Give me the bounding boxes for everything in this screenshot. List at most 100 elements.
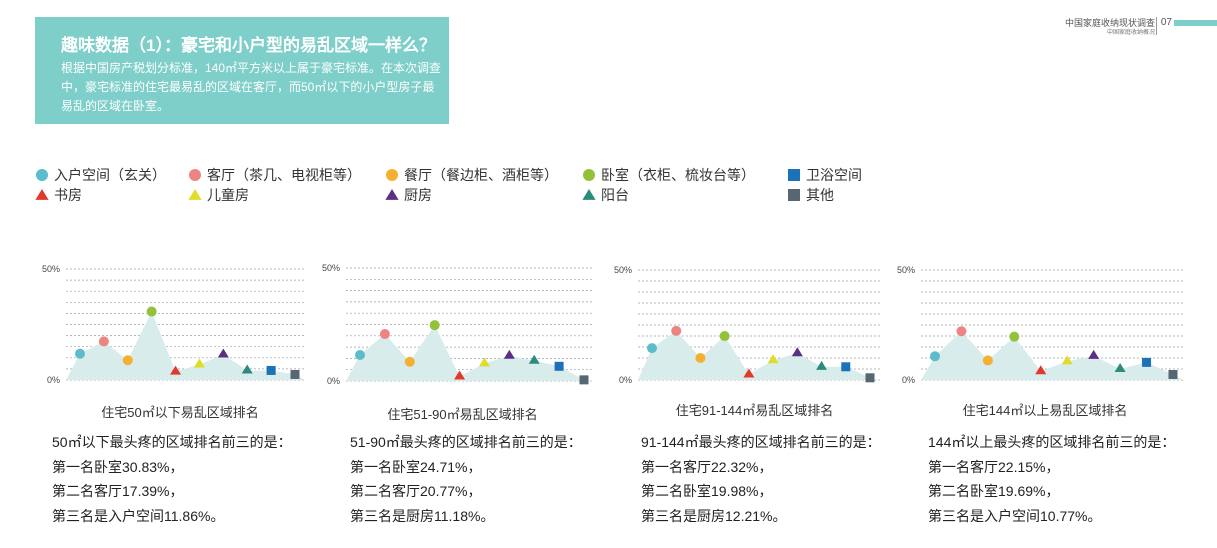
report-corner: 中国家庭收纳现状调查 中国家庭收纳概况 07 bbox=[997, 16, 1217, 40]
summary-line: 第一名卧室24.71%， bbox=[350, 458, 482, 475]
summary-heading: 50㎡以下最头疼的区域排名前三的是： bbox=[52, 434, 292, 450]
data-point bbox=[217, 348, 229, 358]
legend-marker-icon bbox=[36, 169, 48, 181]
data-point bbox=[355, 350, 365, 361]
data-point bbox=[1009, 331, 1020, 342]
data-point bbox=[146, 306, 157, 317]
summary-line: 第二名卧室19.98%， bbox=[641, 483, 773, 499]
y-tick-label: 0% bbox=[902, 375, 915, 385]
area-chart: 50% 0% bbox=[612, 262, 887, 385]
legend-label: 厨房 bbox=[404, 187, 432, 203]
summary-line: 第三名是入户空间11.86%。 bbox=[52, 507, 225, 524]
legend-marker-icon bbox=[35, 189, 49, 200]
legend-marker-icon bbox=[189, 169, 201, 181]
y-tick-label: 50% bbox=[614, 265, 632, 275]
summary-line: 第一名卧室30.83%， bbox=[52, 458, 184, 475]
legend-marker-icon bbox=[788, 189, 800, 201]
data-point bbox=[554, 361, 564, 371]
y-tick-label: 0% bbox=[619, 375, 632, 385]
data-point bbox=[404, 356, 415, 367]
legend-label: 入户空间（玄关） bbox=[54, 167, 166, 183]
corner-accent-bar bbox=[1174, 20, 1217, 26]
corner-divider bbox=[1156, 17, 1157, 35]
y-tick-label: 50% bbox=[322, 263, 340, 273]
summary-line: 第三名是厨房12.21%。 bbox=[641, 507, 787, 524]
data-point bbox=[379, 329, 390, 340]
area-fill bbox=[921, 331, 1183, 380]
summary-line: 第二名客厅20.77%， bbox=[350, 483, 482, 499]
legend-marker-icon bbox=[188, 189, 202, 200]
data-point bbox=[75, 348, 85, 359]
data-point bbox=[1168, 370, 1178, 379]
legend-marker-icon bbox=[788, 169, 800, 181]
legend-marker-icon bbox=[582, 189, 596, 200]
summary-line: 第三名是入户空间10.77%。 bbox=[928, 507, 1102, 524]
chart-svg: 50% 0% bbox=[322, 263, 594, 386]
legend-marker-icon bbox=[386, 169, 398, 181]
summary-heading: 144㎡以上最头疼的区域排名前三的是： bbox=[928, 434, 1176, 450]
data-point bbox=[122, 355, 133, 366]
data-point bbox=[454, 370, 466, 380]
data-point bbox=[865, 373, 875, 383]
page-title: 趣味数据（1）：豪宅和小户型的易乱区域一样么？ bbox=[61, 36, 436, 55]
data-point bbox=[170, 365, 182, 375]
data-point bbox=[767, 354, 779, 364]
legend-label: 客厅（茶几、电视柜等） bbox=[207, 167, 361, 183]
report-subtitle: 中国家庭收纳概况 bbox=[1106, 30, 1155, 36]
chart-summary: 144㎡以上最头疼的区域排名前三的是： 第一名客厅22.15%， 第二名卧室19.6… bbox=[928, 430, 1175, 528]
y-tick-label: 50% bbox=[42, 264, 60, 274]
y-tick-label: 50% bbox=[897, 265, 915, 275]
summary-line: 第二名卧室19.69%， bbox=[928, 483, 1060, 499]
chart-svg: 50% 0% bbox=[897, 265, 1183, 385]
area-chart: 50% 0% bbox=[320, 262, 595, 386]
page-number: 07 bbox=[1160, 17, 1172, 28]
legend-label: 其他 bbox=[806, 187, 834, 203]
summary-heading: 51-90㎡最头疼的区域排名前三的是： bbox=[350, 434, 582, 450]
legend-label: 餐厅（餐边柜、酒柜等） bbox=[404, 167, 558, 183]
chart-summary: 51-90㎡最头疼的区域排名前三的是： 第一名卧室24.71%， 第二名客厅20.7… bbox=[350, 430, 582, 528]
data-point bbox=[503, 349, 515, 359]
summary-line: 第一名客厅22.32%， bbox=[641, 458, 773, 475]
data-point bbox=[429, 320, 440, 331]
y-tick-label: 0% bbox=[47, 375, 60, 385]
chart-svg: 50% 0% bbox=[42, 264, 305, 385]
data-point bbox=[695, 353, 706, 363]
intro-panel: 趣味数据（1）：豪宅和小户型的易乱区域一样么？ 根据中国房产税划分标准，140㎡… bbox=[35, 17, 449, 124]
summary-line: 第三名是厨房11.18%。 bbox=[350, 507, 495, 524]
data-point bbox=[956, 326, 967, 337]
legend-label: 儿童房 bbox=[207, 187, 249, 203]
data-point bbox=[193, 358, 205, 368]
area-chart: 50% 0% bbox=[895, 262, 1185, 385]
data-point bbox=[930, 351, 940, 362]
area-chart: 50% 0% bbox=[40, 262, 310, 385]
data-point bbox=[1142, 357, 1152, 367]
data-point bbox=[1114, 363, 1126, 373]
chart-title: 住宅50㎡以下易乱区域排名 bbox=[101, 405, 259, 420]
legend-label: 卧室（衣柜、梳妆台等） bbox=[601, 167, 755, 183]
data-point bbox=[579, 375, 589, 385]
legend-label: 卫浴空间 bbox=[806, 167, 862, 183]
data-point bbox=[1088, 349, 1100, 359]
data-point bbox=[478, 357, 490, 367]
data-point bbox=[1061, 355, 1073, 365]
legend-marker-icon bbox=[583, 169, 595, 181]
data-point bbox=[241, 364, 253, 374]
legend: 入户空间（玄关） 客厅（茶几、电视柜等） 餐厅（餐边柜、酒柜等） 卧室（衣柜、梳妆台等… bbox=[35, 165, 935, 207]
chart-title: 住宅91-144㎡易乱区域排名 bbox=[675, 403, 834, 418]
data-point bbox=[1035, 365, 1047, 375]
data-point bbox=[98, 336, 109, 347]
summary-line: 第一名客厅22.15%， bbox=[928, 458, 1060, 475]
data-point bbox=[743, 368, 755, 378]
data-point bbox=[671, 325, 682, 336]
chart-summary: 50㎡以下最头疼的区域排名前三的是： 第一名卧室30.83%， 第二名客厅17.39… bbox=[52, 430, 292, 528]
data-point bbox=[841, 362, 851, 372]
y-tick-label: 0% bbox=[327, 376, 340, 386]
data-point bbox=[982, 355, 993, 366]
chart-title: 住宅144㎡以上易乱区域排名 bbox=[962, 403, 1128, 418]
legend-label: 书房 bbox=[54, 187, 82, 203]
chart-title: 住宅51-90㎡易乱区域排名 bbox=[387, 407, 538, 422]
legend-marker-icon bbox=[385, 189, 399, 200]
data-point bbox=[719, 331, 730, 342]
data-point bbox=[266, 365, 276, 375]
chart-svg: 50% 0% bbox=[614, 265, 880, 385]
